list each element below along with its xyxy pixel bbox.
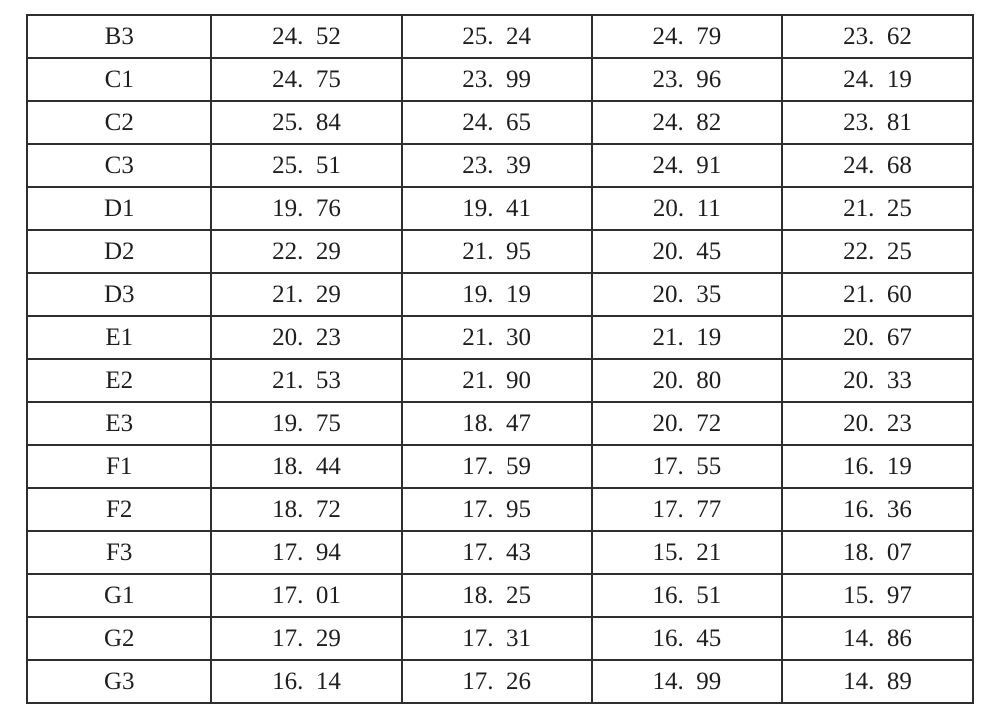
cell-value: 18. 07 [782, 531, 973, 574]
cell-label: D1 [27, 187, 211, 230]
cell-label: G2 [27, 617, 211, 660]
cell-value: 19. 75 [211, 402, 401, 445]
cell-value: 21. 30 [402, 316, 592, 359]
cell-value: 25. 51 [211, 144, 401, 187]
cell-value: 24. 91 [592, 144, 782, 187]
cell-value: 21. 60 [782, 273, 973, 316]
cell-value: 18. 25 [402, 574, 592, 617]
cell-value: 25. 24 [402, 15, 592, 58]
cell-value: 24. 79 [592, 15, 782, 58]
cell-value: 16. 14 [211, 660, 401, 703]
cell-value: 21. 29 [211, 273, 401, 316]
cell-value: 17. 43 [402, 531, 592, 574]
cell-value: 18. 47 [402, 402, 592, 445]
cell-label: C1 [27, 58, 211, 101]
table-row: B3 24. 52 25. 24 24. 79 23. 62 [27, 15, 973, 58]
table-row: G1 17. 01 18. 25 16. 51 15. 97 [27, 574, 973, 617]
table-row: F2 18. 72 17. 95 17. 77 16. 36 [27, 488, 973, 531]
cell-value: 17. 26 [402, 660, 592, 703]
table-row: C2 25. 84 24. 65 24. 82 23. 81 [27, 101, 973, 144]
cell-value: 19. 76 [211, 187, 401, 230]
cell-label: F3 [27, 531, 211, 574]
cell-value: 16. 36 [782, 488, 973, 531]
table-row: E1 20. 23 21. 30 21. 19 20. 67 [27, 316, 973, 359]
cell-value: 24. 82 [592, 101, 782, 144]
cell-value: 22. 25 [782, 230, 973, 273]
cell-value: 15. 21 [592, 531, 782, 574]
cell-value: 14. 89 [782, 660, 973, 703]
cell-value: 21. 19 [592, 316, 782, 359]
cell-value: 24. 65 [402, 101, 592, 144]
cell-label: D2 [27, 230, 211, 273]
cell-value: 19. 41 [402, 187, 592, 230]
table-row: G2 17. 29 17. 31 16. 45 14. 86 [27, 617, 973, 660]
cell-label: B3 [27, 15, 211, 58]
cell-value: 17. 01 [211, 574, 401, 617]
cell-value: 18. 44 [211, 445, 401, 488]
cell-label: E3 [27, 402, 211, 445]
cell-value: 20. 67 [782, 316, 973, 359]
table-row: D2 22. 29 21. 95 20. 45 22. 25 [27, 230, 973, 273]
cell-label: G1 [27, 574, 211, 617]
table-row: D3 21. 29 19. 19 20. 35 21. 60 [27, 273, 973, 316]
cell-value: 21. 90 [402, 359, 592, 402]
table-row: C3 25. 51 23. 39 24. 91 24. 68 [27, 144, 973, 187]
cell-label: F1 [27, 445, 211, 488]
cell-value: 21. 25 [782, 187, 973, 230]
cell-value: 23. 96 [592, 58, 782, 101]
table-row: E2 21. 53 21. 90 20. 80 20. 33 [27, 359, 973, 402]
cell-value: 20. 11 [592, 187, 782, 230]
cell-value: 20. 80 [592, 359, 782, 402]
cell-value: 17. 55 [592, 445, 782, 488]
data-table: B3 24. 52 25. 24 24. 79 23. 62 C1 24. 75… [26, 14, 974, 704]
cell-value: 17. 95 [402, 488, 592, 531]
cell-value: 20. 35 [592, 273, 782, 316]
cell-value: 23. 81 [782, 101, 973, 144]
cell-value: 17. 77 [592, 488, 782, 531]
cell-value: 23. 39 [402, 144, 592, 187]
table-row: C1 24. 75 23. 99 23. 96 24. 19 [27, 58, 973, 101]
cell-value: 21. 95 [402, 230, 592, 273]
cell-value: 22. 29 [211, 230, 401, 273]
cell-value: 20. 23 [211, 316, 401, 359]
cell-value: 20. 45 [592, 230, 782, 273]
cell-label: C2 [27, 101, 211, 144]
cell-label: E2 [27, 359, 211, 402]
cell-value: 20. 72 [592, 402, 782, 445]
cell-label: C3 [27, 144, 211, 187]
cell-value: 24. 52 [211, 15, 401, 58]
cell-value: 19. 19 [402, 273, 592, 316]
cell-value: 23. 99 [402, 58, 592, 101]
table-row: G3 16. 14 17. 26 14. 99 14. 89 [27, 660, 973, 703]
cell-value: 16. 19 [782, 445, 973, 488]
cell-value: 17. 31 [402, 617, 592, 660]
cell-label: G3 [27, 660, 211, 703]
cell-value: 20. 33 [782, 359, 973, 402]
cell-label: E1 [27, 316, 211, 359]
table-row: E3 19. 75 18. 47 20. 72 20. 23 [27, 402, 973, 445]
cell-value: 24. 68 [782, 144, 973, 187]
cell-value: 23. 62 [782, 15, 973, 58]
cell-value: 20. 23 [782, 402, 973, 445]
cell-value: 14. 99 [592, 660, 782, 703]
page: B3 24. 52 25. 24 24. 79 23. 62 C1 24. 75… [0, 0, 1000, 717]
cell-label: F2 [27, 488, 211, 531]
table-row: D1 19. 76 19. 41 20. 11 21. 25 [27, 187, 973, 230]
cell-value: 14. 86 [782, 617, 973, 660]
cell-value: 18. 72 [211, 488, 401, 531]
cell-value: 17. 29 [211, 617, 401, 660]
cell-value: 21. 53 [211, 359, 401, 402]
cell-value: 24. 19 [782, 58, 973, 101]
cell-label: D3 [27, 273, 211, 316]
cell-value: 25. 84 [211, 101, 401, 144]
cell-value: 17. 94 [211, 531, 401, 574]
cell-value: 24. 75 [211, 58, 401, 101]
table-row: F3 17. 94 17. 43 15. 21 18. 07 [27, 531, 973, 574]
cell-value: 16. 45 [592, 617, 782, 660]
cell-value: 17. 59 [402, 445, 592, 488]
table-row: F1 18. 44 17. 59 17. 55 16. 19 [27, 445, 973, 488]
cell-value: 16. 51 [592, 574, 782, 617]
cell-value: 15. 97 [782, 574, 973, 617]
